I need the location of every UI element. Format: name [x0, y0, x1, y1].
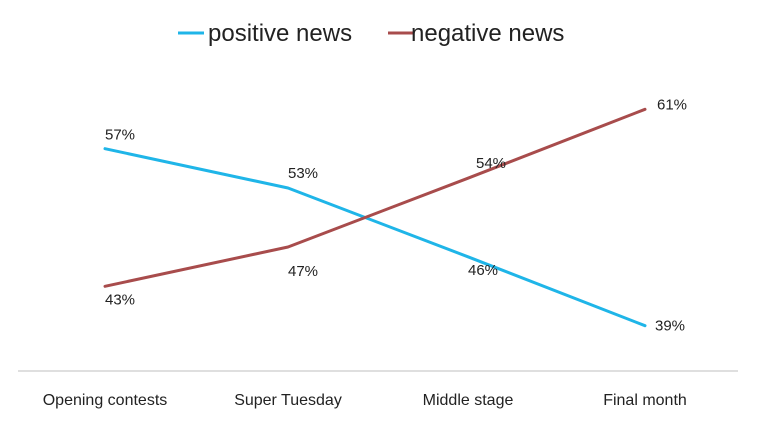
legend-label-0: positive news	[208, 20, 352, 47]
data-label-1-1: 47%	[288, 263, 318, 280]
legend-label-1: negative news	[411, 20, 564, 47]
data-label-1-0: 43%	[105, 291, 135, 308]
data-label-0-3: 39%	[655, 318, 685, 335]
data-label-1-3: 61%	[657, 96, 687, 113]
data-label-0-1: 53%	[288, 165, 318, 182]
data-labels: 57% 53% 46% 39% 43% 47% 54% 61%	[105, 96, 687, 334]
data-label-1-2: 54%	[476, 155, 506, 172]
category-label-3: Final month	[603, 392, 687, 409]
plot-area: 57% 53% 46% 39% 43% 47% 54% 61% Opening contest…	[18, 96, 738, 409]
category-label-2: Middle stage	[423, 392, 514, 409]
series-lines	[103, 107, 647, 328]
series-line-1	[103, 107, 647, 288]
category-label-0: Opening contests	[43, 392, 168, 409]
data-label-0-0: 57%	[105, 127, 135, 144]
category-label-1: Super Tuesday	[234, 392, 342, 409]
series-line-0	[103, 147, 647, 328]
category-labels: Opening contests Super Tuesday Middle stag…	[43, 392, 687, 409]
legend: positive news negative news	[178, 20, 564, 47]
data-label-0-2: 46%	[468, 262, 498, 279]
